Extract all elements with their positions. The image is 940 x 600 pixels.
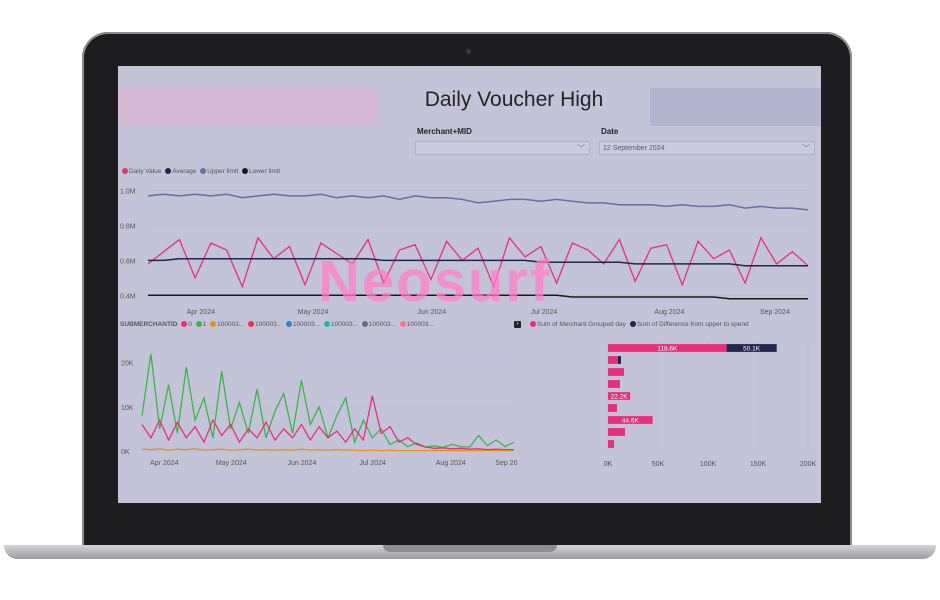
x-tick-label: Sep 2024 [760,309,790,316]
x-tick-label: May 2024 [298,309,329,316]
legend-title: SUBMERCHANTID [120,321,178,328]
legend-label-lower-limit[interactable]: Lower limit [249,168,281,175]
y-tick-label: 0K [121,449,130,456]
bar-merchant-grouped [608,416,653,424]
data-label: 118.6K [657,346,678,353]
bar-merchant-grouped [608,392,631,400]
x-tick-label: Jun 2024 [288,460,317,467]
x-tick-label: May 2024 [216,460,247,467]
legend-label-daily-value[interactable]: Daily Value [129,168,162,175]
neosurf-watermark: Neosurf [318,249,552,314]
bar-difference [726,344,777,352]
chevron-down-icon: ﹀ [802,144,810,153]
x-tick-label: Apr 2024 [150,460,179,467]
x-tick-label: 0K [604,461,613,468]
legend-label-0[interactable]: 0 [188,321,192,328]
bar-chart-legend: Sum of Merchant Grouped day Sum of Diffe… [528,321,749,328]
legend-label-1[interactable]: 1 [202,321,207,328]
daily-value-line-chart[interactable]: 1.0M 0.8M 0.6M 0.4M Apr 2024 May 2024 Jun 2024… [118,176,821,316]
legend-dot-1 [195,321,202,327]
legend-label-3[interactable]: 100003... [255,321,283,328]
camera-icon [466,49,471,54]
x-tick-label: 50K [652,461,665,468]
chevron-right-icon[interactable]: › [514,321,521,328]
series-line-average [148,257,808,267]
x-tick-label: 150K [750,461,767,468]
series-line-100003 [141,448,514,452]
legend-dot-7 [399,321,406,327]
legend-label-upper-limit[interactable]: Upper limit [207,168,239,175]
series-line-upper-limit [147,193,809,211]
bar-merchant-grouped [608,368,624,376]
series-line-1 [141,353,515,449]
x-tick-label: 100K [700,461,717,468]
merchant-dropdown[interactable]: ﹀ [415,141,590,155]
submerchant-legend: SUBMERCHANTID 0 1 100003... 100003... 10… [120,321,434,328]
y-tick-label: 0.8M [120,224,136,231]
bar-merchant-grouped [608,428,625,436]
legend-dot-2 [210,321,217,327]
y-tick-label: 10K [121,405,134,412]
legend-dot-4 [285,321,292,327]
merchant-bar-chart[interactable]: 0K 50K 100K 150K 200K 118.6K 50.1K 22.2K 44.6K [598,338,821,473]
x-tick-label: 200K [800,461,817,468]
legend-label-7[interactable]: 100003... [406,321,434,328]
bar-merchant-grouped [608,344,727,352]
y-tick-label: 0.6M [120,258,136,265]
legend-dot-3 [248,321,255,327]
y-tick-label: 20K [121,361,134,368]
y-tick-label: 0.4M [120,293,136,300]
legend-dot-average [165,168,172,174]
series-line-0 [141,395,514,451]
header-left-panel [118,88,378,126]
top-chart-legend: Daily Value Average Upper limit Lower li… [120,168,280,175]
legend-dot-0 [181,321,188,327]
series-line-daily-value [147,236,809,289]
legend-label-average[interactable]: Average [172,168,197,175]
chevron-down-icon: ﹀ [577,144,585,153]
date-slicer-label: Date [601,127,619,136]
x-tick-label: Apr 2024 [187,309,216,316]
legend-dot-merchant-grouped [530,321,536,327]
x-tick-label: Jul 2024 [359,460,386,467]
legend-dot-difference [629,321,636,327]
legend-label-2[interactable]: 100003... [217,321,245,328]
data-label: 50.1K [743,346,761,353]
bar-merchant-grouped [608,356,618,364]
header-right-panel [650,88,821,126]
legend-label-difference[interactable]: Sum of Difference from upper to spend [636,321,749,328]
dashboard-screen: Daily Voucher High Merchant+MID ﹀ Date 1… [118,66,821,503]
bar-difference [618,356,621,364]
data-label: 44.6K [622,418,640,425]
x-tick-label: Sep 2024 [495,460,518,467]
laptop-notch [383,545,557,552]
merchant-slicer-label: Merchant+MID [417,127,472,136]
bar-merchant-grouped [608,380,620,388]
x-tick-label: Aug 2024 [654,309,684,316]
series-line-lower-limit [148,294,808,300]
legend-dot-5 [323,321,330,327]
legend-dot-upper-limit [200,168,207,174]
page-title: Daily Voucher High [424,88,604,111]
bar-merchant-grouped [608,440,614,448]
date-dropdown[interactable]: 12 September 2024 ﹀ [599,141,815,155]
date-dropdown-value: 12 September 2024 [603,145,665,152]
submerchant-line-chart[interactable]: 20K 10K 0K Apr 2024 May 2024 Jun 2024 Jul 2024… [118,341,518,471]
legend-label-6[interactable]: 100003... [368,321,396,328]
legend-label-5[interactable]: 100003... [330,321,358,328]
x-tick-label: Jul 2024 [531,309,558,316]
x-tick-label: Jun 2024 [417,309,446,316]
legend-dot-lower-limit [242,168,248,174]
bar-merchant-grouped [608,404,617,412]
laptop-base [4,545,936,559]
legend-dot-6 [361,321,368,327]
x-tick-label: Aug 2024 [436,460,466,467]
data-label: 22.2K [611,394,629,401]
legend-label-merchant-grouped[interactable]: Sum of Merchant Grouped day [537,321,626,328]
legend-label-4[interactable]: 100003... [292,321,321,328]
legend-dot-daily-value [122,168,128,174]
y-tick-label: 1.0M [120,189,136,196]
